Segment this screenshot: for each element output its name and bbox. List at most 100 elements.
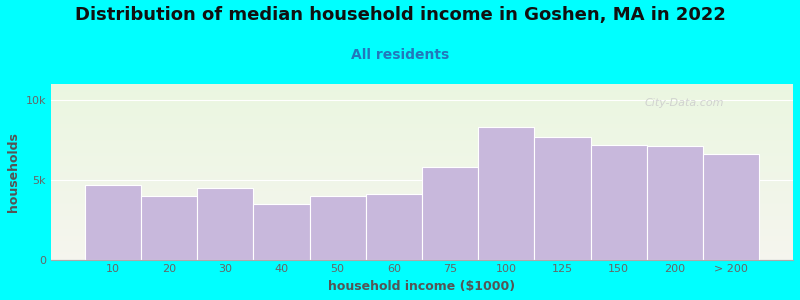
Bar <box>51 242 793 243</box>
Bar <box>51 213 793 214</box>
Bar <box>51 181 793 182</box>
Bar <box>51 208 793 209</box>
Bar <box>310 196 366 260</box>
Bar <box>51 153 793 154</box>
Bar <box>51 196 793 197</box>
Bar <box>51 231 793 232</box>
Bar <box>51 230 793 231</box>
Bar <box>51 198 793 199</box>
Bar <box>647 146 703 260</box>
Bar <box>51 180 793 181</box>
Bar <box>51 216 793 217</box>
Bar <box>51 238 793 239</box>
Bar <box>51 240 793 241</box>
Bar <box>51 235 793 236</box>
Bar <box>51 135 793 136</box>
Bar <box>51 192 793 193</box>
Bar <box>51 146 793 147</box>
Bar <box>51 150 793 151</box>
Bar <box>197 188 254 260</box>
Bar <box>51 128 793 129</box>
Bar <box>51 98 793 99</box>
Bar <box>51 148 793 149</box>
Bar <box>51 204 793 205</box>
Bar <box>51 88 793 89</box>
Text: City-Data.com: City-Data.com <box>645 98 724 108</box>
Bar <box>51 132 793 133</box>
Bar <box>51 127 793 128</box>
Bar <box>51 112 793 113</box>
Bar <box>51 90 793 91</box>
Text: Distribution of median household income in Goshen, MA in 2022: Distribution of median household income … <box>74 6 726 24</box>
Bar <box>51 212 793 213</box>
Bar <box>51 233 793 234</box>
Bar <box>51 120 793 121</box>
Bar <box>51 123 793 124</box>
X-axis label: household income ($1000): household income ($1000) <box>328 280 515 293</box>
Bar <box>51 251 793 252</box>
Bar <box>51 92 793 93</box>
Y-axis label: households: households <box>7 132 20 212</box>
Bar <box>51 210 793 211</box>
Bar <box>51 118 793 119</box>
Bar <box>51 193 793 194</box>
Bar <box>51 218 793 219</box>
Bar <box>51 134 793 135</box>
Bar <box>51 137 793 138</box>
Bar <box>51 182 793 183</box>
Bar <box>51 244 793 245</box>
Bar <box>51 258 793 259</box>
Bar <box>51 185 793 186</box>
Bar <box>478 127 534 260</box>
Bar <box>51 179 793 180</box>
Bar <box>51 108 793 109</box>
Bar <box>51 219 793 220</box>
Bar <box>51 163 793 164</box>
Bar <box>51 224 793 225</box>
Bar <box>51 157 793 158</box>
Bar <box>51 249 793 250</box>
Bar <box>51 170 793 171</box>
Bar <box>51 214 793 215</box>
Bar <box>51 109 793 110</box>
Bar <box>51 253 793 254</box>
Bar <box>51 119 793 120</box>
Bar <box>51 129 793 130</box>
Bar <box>51 168 793 169</box>
Bar <box>51 254 793 255</box>
Bar <box>51 105 793 106</box>
Bar <box>51 215 793 216</box>
Bar <box>51 245 793 246</box>
Bar <box>51 114 793 115</box>
Bar <box>422 167 478 260</box>
Bar <box>51 221 793 222</box>
Bar <box>51 256 793 257</box>
Bar <box>51 200 793 201</box>
Bar <box>51 161 793 162</box>
Bar <box>51 162 793 163</box>
Bar <box>51 229 793 230</box>
Bar <box>51 222 793 223</box>
Bar <box>51 243 793 244</box>
Text: All residents: All residents <box>351 48 449 62</box>
Bar <box>51 156 793 157</box>
Bar <box>51 223 793 224</box>
Bar <box>51 151 793 152</box>
Bar <box>51 259 793 260</box>
Bar <box>85 184 141 260</box>
Bar <box>51 107 793 108</box>
Bar <box>51 184 793 185</box>
Bar <box>51 149 793 150</box>
Bar <box>51 140 793 141</box>
Bar <box>51 117 793 118</box>
Bar <box>51 103 793 104</box>
Bar <box>51 236 793 237</box>
Bar <box>51 165 793 166</box>
Bar <box>51 183 793 184</box>
Bar <box>51 89 793 90</box>
Bar <box>51 164 793 165</box>
Bar <box>51 203 793 204</box>
Bar <box>51 144 793 145</box>
Bar <box>51 241 793 242</box>
Bar <box>51 93 793 94</box>
